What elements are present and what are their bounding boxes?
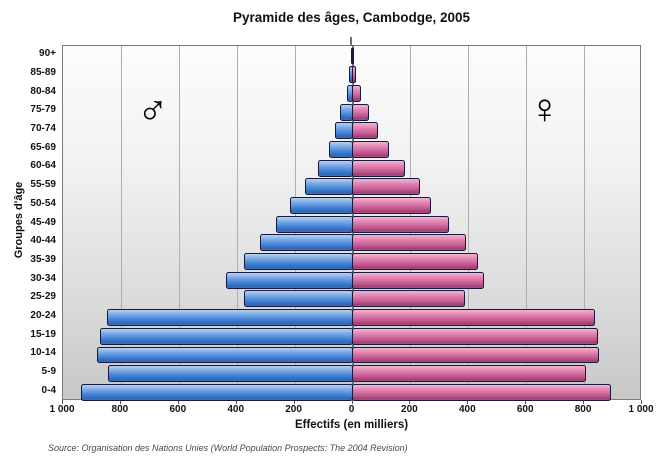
bar-female-75-79 xyxy=(351,103,370,121)
bar-female-20-24 xyxy=(351,309,595,327)
age-axis-label: 80-84 xyxy=(30,85,56,97)
gridline-left-400 xyxy=(236,46,238,399)
x-axis-tick-label: 600 xyxy=(516,404,534,415)
bar-male-10-14 xyxy=(97,346,354,364)
bar-female-65-69 xyxy=(351,141,390,158)
age-axis-label: 60-64 xyxy=(30,160,56,172)
x-axis-tick-mark xyxy=(62,400,63,404)
gridline-left-800 xyxy=(120,46,122,399)
x-axis-tick-label: 800 xyxy=(574,404,592,415)
center-axis-top-tick xyxy=(350,37,352,46)
x-axis-tick-mark xyxy=(177,400,179,404)
bar-male-35-39 xyxy=(243,253,354,270)
gridline-right-800 xyxy=(584,46,586,399)
bar-male-60-64 xyxy=(317,159,354,177)
bar-female-40-44 xyxy=(351,234,467,252)
x-axis-tick-label: 0 xyxy=(348,404,355,415)
chart-title: Pyramide des âges, Cambodge, 2005 xyxy=(232,10,471,25)
age-axis-label: 65-69 xyxy=(30,141,56,153)
bar-male-0-4 xyxy=(80,383,354,401)
gridline-right-600 xyxy=(526,46,528,399)
bar-female-60-64 xyxy=(351,159,406,177)
bar-female-50-54 xyxy=(351,197,432,214)
bar-male-65-69 xyxy=(328,141,354,158)
x-axis-tick-mark xyxy=(409,400,411,404)
x-axis-tick-label: 200 xyxy=(285,404,302,415)
bar-female-55-59 xyxy=(351,178,420,196)
bar-male-30-34 xyxy=(226,271,354,289)
plot-area: ♂ ♀ xyxy=(62,45,641,401)
age-axis-label: 85-89 xyxy=(30,67,56,79)
bar-male-40-44 xyxy=(260,234,354,252)
x-axis-tick-label: 400 xyxy=(458,404,476,415)
age-axis-label: 15-19 xyxy=(30,328,56,340)
bar-male-25-29 xyxy=(243,290,354,308)
gridline-left-600 xyxy=(178,46,180,399)
x-axis-tick-mark xyxy=(641,400,642,404)
age-axis-label: 5-9 xyxy=(41,365,56,377)
bar-male-20-24 xyxy=(106,309,354,327)
female-symbol-icon: ♀ xyxy=(529,85,561,132)
male-symbol-icon: ♂ xyxy=(137,85,169,132)
bar-female-25-29 xyxy=(351,290,465,308)
bar-female-35-39 xyxy=(351,253,478,270)
bar-female-5-9 xyxy=(351,365,586,383)
age-axis-label: 25-29 xyxy=(30,291,56,303)
x-axis-tick-mark xyxy=(583,400,585,404)
x-axis-tick-label: 1 000 xyxy=(628,404,654,415)
source-note: Source: Organisation des Nations Unies (… xyxy=(48,443,408,453)
bar-female-30-34 xyxy=(351,271,485,289)
age-axis-label: 50-54 xyxy=(30,197,56,209)
age-axis-label: 10-14 xyxy=(30,347,56,359)
x-axis-tick-label: 200 xyxy=(401,404,418,415)
bar-male-45-49 xyxy=(276,215,354,233)
bar-male-55-59 xyxy=(304,178,354,196)
bar-female-70-74 xyxy=(351,122,379,140)
bar-female-15-19 xyxy=(351,327,599,345)
age-axis-label: 0-4 xyxy=(41,384,56,396)
age-axis-label: 35-39 xyxy=(30,253,56,265)
age-axis-label: 20-24 xyxy=(30,309,56,321)
bar-female-45-49 xyxy=(351,215,450,233)
age-axis-label: 70-74 xyxy=(30,123,56,135)
bar-female-0-4 xyxy=(351,383,612,401)
age-axis-label: 90+ xyxy=(39,48,56,60)
bar-female-10-14 xyxy=(351,346,599,364)
bar-female-85-89 xyxy=(351,66,357,84)
gridline-right-400 xyxy=(468,46,470,399)
x-axis-tick-mark xyxy=(525,400,527,404)
bar-male-5-9 xyxy=(107,365,354,383)
x-axis-tick-mark xyxy=(293,400,295,404)
age-axis-label: 45-49 xyxy=(30,216,56,228)
bar-male-70-74 xyxy=(334,122,354,140)
age-axis-label: 55-59 xyxy=(30,179,56,191)
x-axis-tick-mark xyxy=(235,400,237,404)
x-axis-tick-label: 1 000 xyxy=(49,404,75,415)
bar-male-50-54 xyxy=(290,197,354,214)
x-axis-title: Effectifs (en milliers) xyxy=(294,419,409,431)
x-axis-tick-mark xyxy=(467,400,469,404)
x-axis-tick-mark xyxy=(351,400,353,404)
x-axis-tick-label: 600 xyxy=(169,404,187,415)
age-axis-label: 40-44 xyxy=(30,235,56,247)
age-axis-label: 30-34 xyxy=(30,272,56,284)
age-axis-label: 75-79 xyxy=(30,104,56,116)
bar-female-80-84 xyxy=(351,84,361,102)
bar-female-90+ xyxy=(351,47,355,65)
x-axis-tick-label: 800 xyxy=(111,404,129,415)
x-axis-tick-mark xyxy=(119,400,121,404)
x-axis-tick-label: 400 xyxy=(227,404,245,415)
bar-male-15-19 xyxy=(99,327,354,345)
y-axis-title: Groupes d'âge xyxy=(13,181,25,259)
